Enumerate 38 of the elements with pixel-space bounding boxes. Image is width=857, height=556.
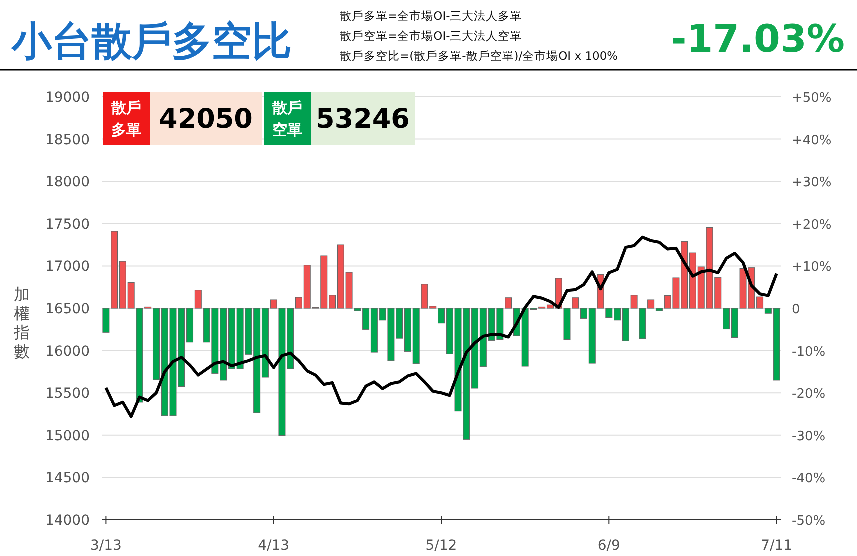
y2-tick-label: +30%: [792, 176, 832, 191]
y-axis-title: 加權指數: [13, 285, 30, 361]
y-tick-label: 15000: [45, 428, 90, 444]
y-tick-label: 18000: [45, 174, 90, 191]
y2-tick-label: -30%: [792, 429, 826, 444]
y2-tick-label: -50%: [792, 514, 826, 529]
y-tick-label: 17500: [45, 216, 90, 233]
annotation: 散戶多單: [110, 99, 142, 139]
x-tick-label: 3/13: [90, 538, 122, 554]
y2-tick-label: -40%: [792, 472, 826, 487]
y-tick-label: 16500: [45, 302, 90, 318]
y2-tick-label: -20%: [792, 387, 826, 402]
y2-tick-label: -10%: [792, 344, 826, 360]
y-tick-label: 14500: [45, 470, 90, 487]
y-tick-label: 16000: [45, 344, 90, 360]
text: 散戶空單=全市場OI-三大法人空單: [340, 29, 522, 43]
y-tick-label: 15500: [45, 386, 90, 402]
y2-tick-label: +20%: [792, 218, 832, 233]
annotation: 53246: [316, 104, 410, 135]
x-tick-label: 4/13: [258, 538, 290, 554]
text: 散戶多空比=(散戶多單-散戶空單)/全市場OI x 100%: [340, 49, 618, 63]
annotation: 散戶空單: [272, 99, 302, 139]
chart-title: 小台散戶多空比: [11, 19, 292, 65]
text: 散戶多單=全市場OI-三大法人多單: [340, 9, 522, 23]
x-tick-label: 6/9: [598, 538, 620, 554]
x-tick-label: 5/12: [426, 538, 458, 554]
y-tick-label: 14000: [45, 513, 90, 529]
text: -17.03%: [670, 17, 845, 61]
annotation: 42050: [159, 104, 253, 135]
y-tick-label: 17000: [45, 259, 90, 276]
line-series: [104, 236, 778, 418]
y2-tick-label: 0: [792, 302, 800, 318]
y-tick-label: 18500: [45, 132, 90, 148]
y2-tick-label: +10%: [792, 260, 832, 276]
x-tick-label: 7/11: [761, 538, 793, 554]
y-tick-label: 19000: [45, 90, 90, 106]
y2-tick-label: +50%: [792, 91, 832, 106]
y2-tick-label: +40%: [792, 133, 832, 148]
